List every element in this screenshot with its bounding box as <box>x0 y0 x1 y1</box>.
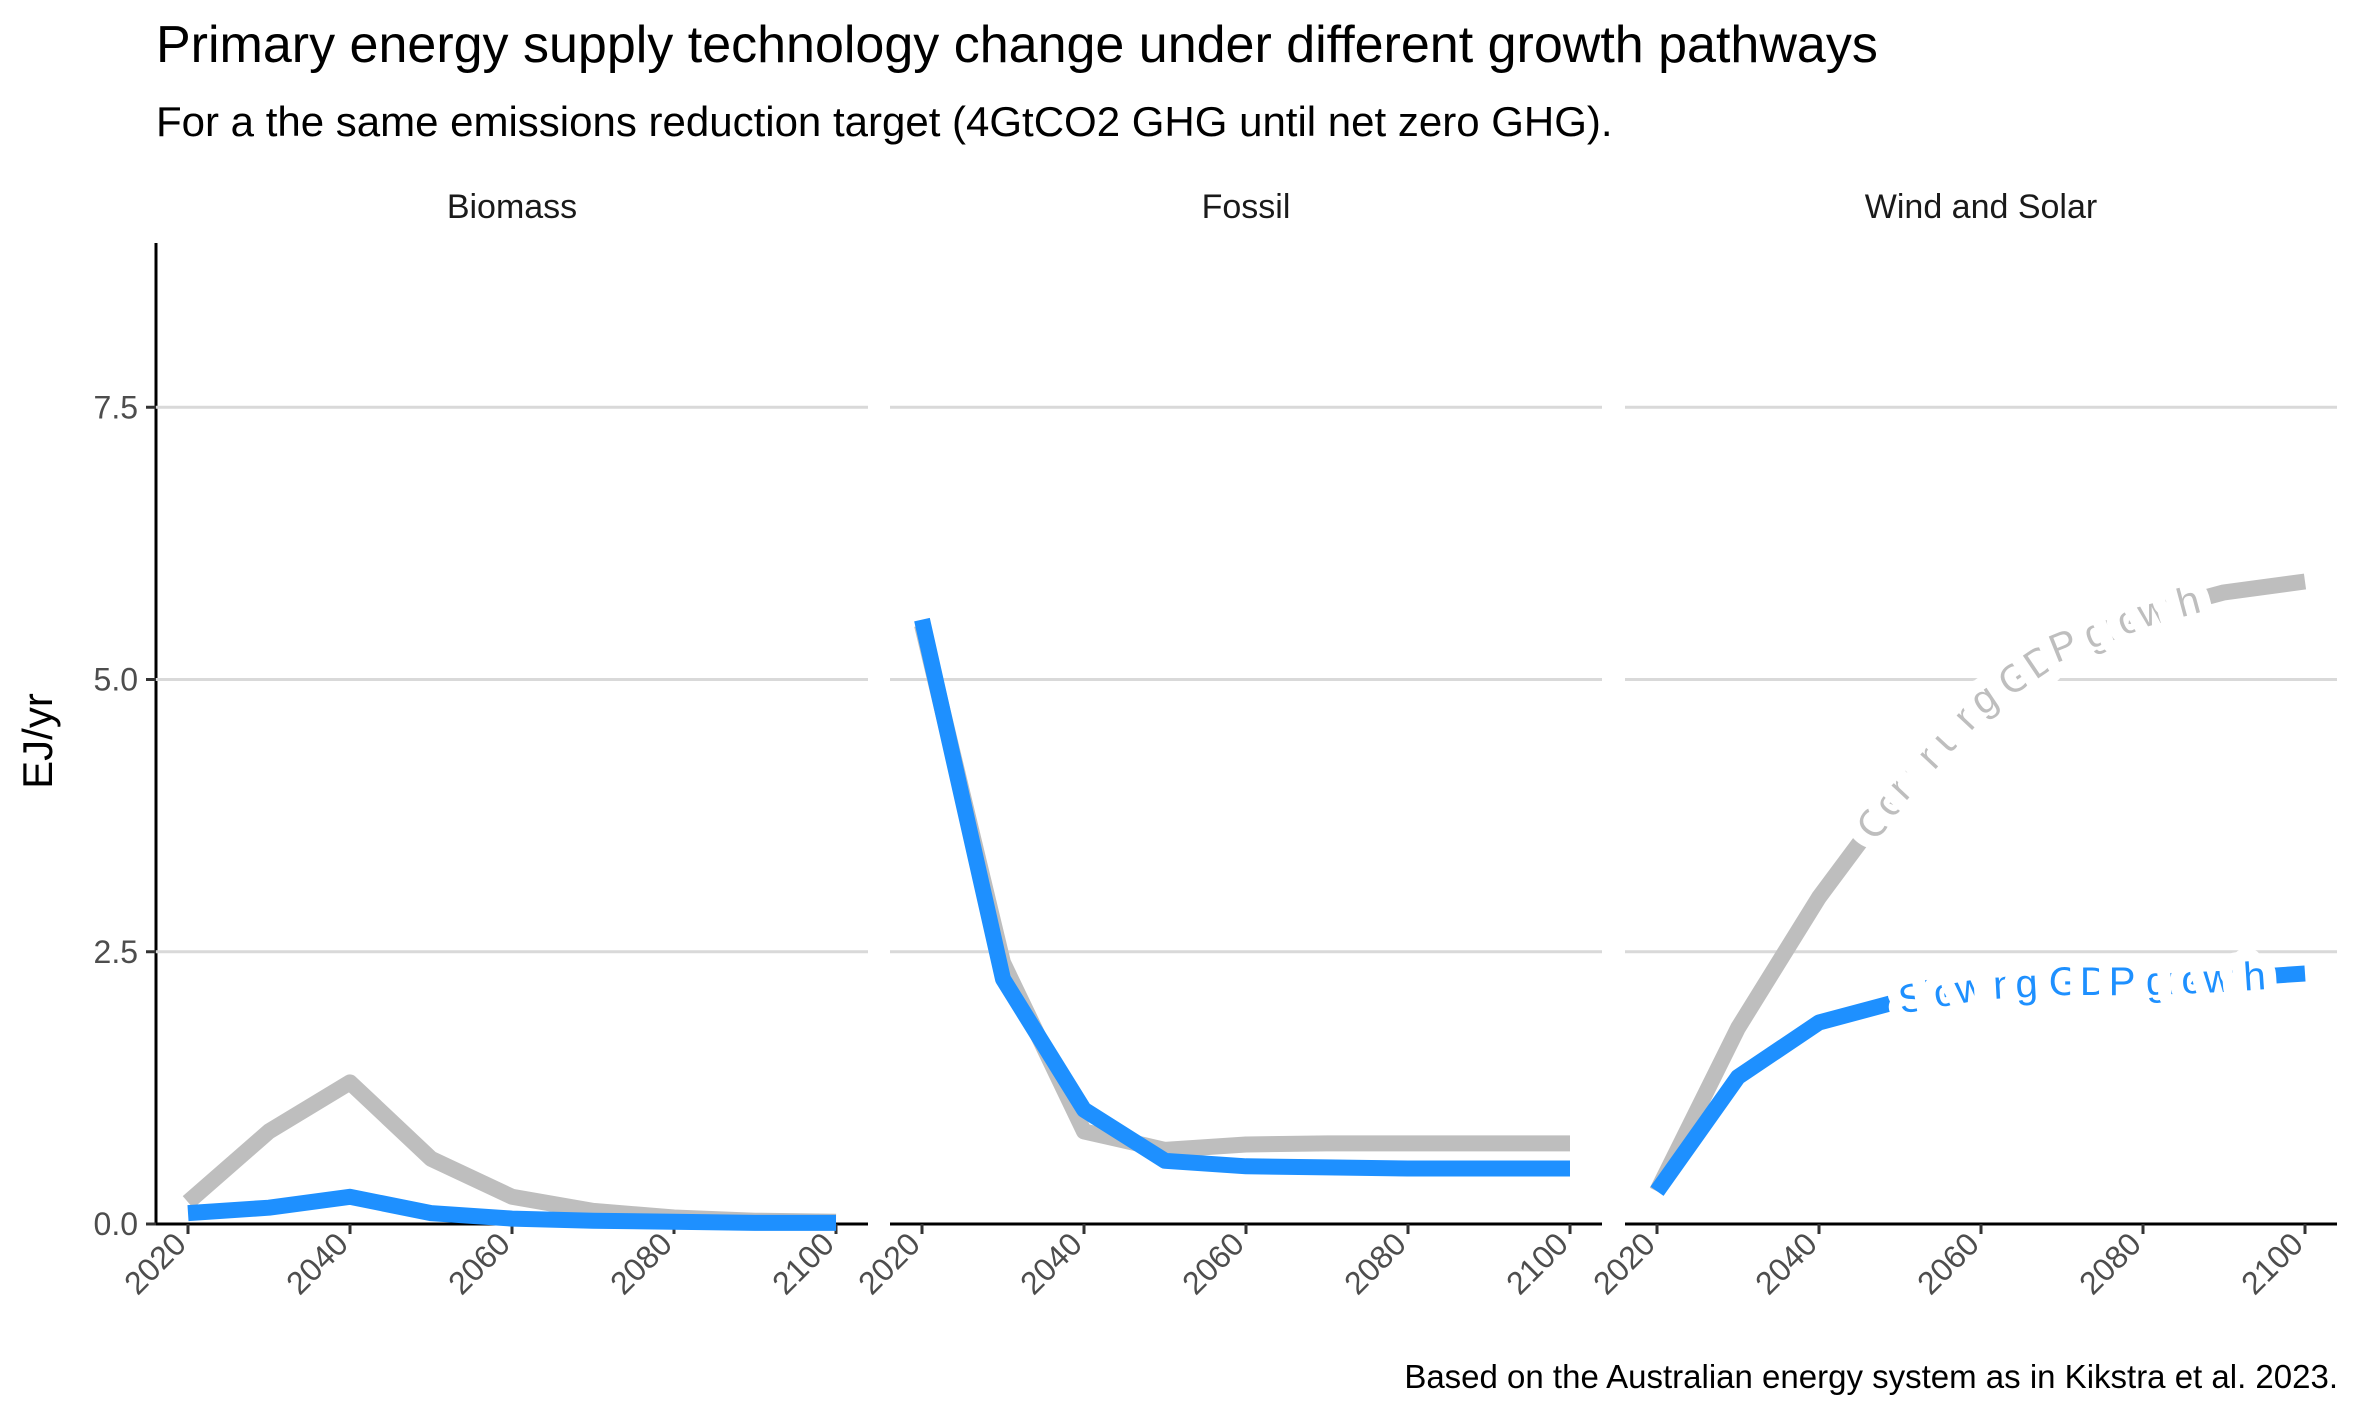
x-tick-label: 2100 <box>1499 1225 1575 1301</box>
x-tick-label: 2080 <box>2072 1225 2148 1301</box>
x-tick-label: 2020 <box>1586 1225 1662 1301</box>
y-tick-label: 0.0 <box>94 1206 138 1242</box>
series-line-continuing-gdp-growth-fossil <box>914 623 1570 1158</box>
x-tick-label: 2060 <box>1910 1225 1986 1301</box>
y-tick-label: 7.5 <box>94 389 138 425</box>
annotation-continuing-gdp-growth: Continuing GDP growth <box>1848 578 2205 848</box>
x-tick-label: 2080 <box>1337 1225 1413 1301</box>
y-axis-label: EJ/yr <box>14 693 61 789</box>
y-tick-label: 5.0 <box>94 662 138 698</box>
x-tick-label: 2020 <box>851 1225 927 1301</box>
annotation-text: Continuing GDP growth <box>1835 565 2218 861</box>
series-line-slowing-gdp-growth-wind-and-solar <box>1650 965 2306 1196</box>
x-tick-label: 2040 <box>279 1225 355 1301</box>
series-line-continuing-gdp-growth-wind-and-solar <box>1649 573 2307 1195</box>
y-tick-label: 2.5 <box>94 934 138 970</box>
x-tick-label: 2080 <box>603 1225 679 1301</box>
facet-label-biomass: Biomass <box>447 188 577 226</box>
x-tick-label: 2060 <box>1175 1225 1251 1301</box>
series-line-slowing-gdp-growth-fossil <box>914 617 1570 1177</box>
annotation-slowing-gdp-growth: Slowing GDP growth <box>1895 954 2267 1022</box>
facet-label-wind-and-solar: Wind and Solar <box>1865 188 2097 226</box>
x-tick-label: 2060 <box>441 1225 517 1301</box>
chart-title: Primary energy supply technology change … <box>156 16 1878 74</box>
x-tick-label: 2100 <box>2234 1225 2310 1301</box>
x-tick-label: 2040 <box>1748 1225 1824 1301</box>
series-line-slowing-gdp-growth-biomass <box>187 1188 836 1231</box>
facet-label-fossil: Fossil <box>1202 188 1291 226</box>
annotation-text: Slowing GDP growth <box>1882 941 2280 1035</box>
chart-subtitle: For a the same emissions reduction targe… <box>156 98 1613 145</box>
x-tick-label: 2040 <box>1013 1225 1089 1301</box>
chart-caption: Based on the Australian energy system as… <box>1404 1358 2338 1395</box>
x-tick-label: 2100 <box>765 1225 841 1301</box>
panel-fossil: Fossil 2020 2040 2060 2080 2100 <box>851 188 1602 1301</box>
